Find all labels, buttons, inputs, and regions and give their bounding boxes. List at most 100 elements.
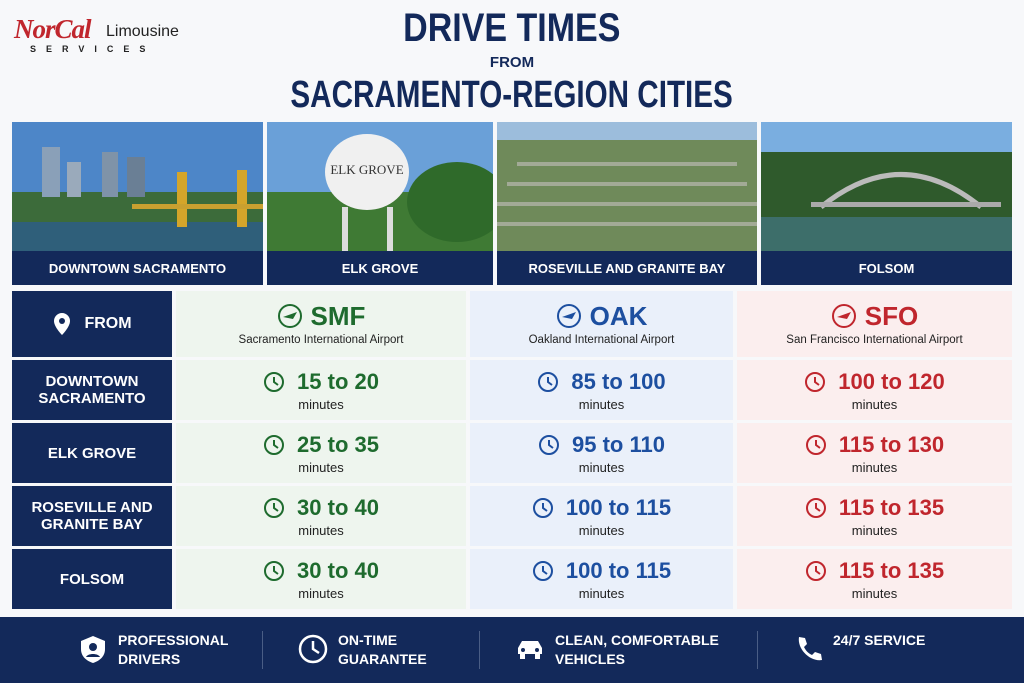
clock-icon xyxy=(805,561,826,581)
time-unit: minutes xyxy=(851,460,898,475)
time-cell: 15 to 20 minutes xyxy=(176,360,466,420)
title-line2: SACRAMENTO-REGION CITIES xyxy=(212,74,812,116)
time-row: 85 to 100 xyxy=(470,368,733,396)
time-cell: 115 to 130 minutes xyxy=(737,423,1012,483)
logo-main: NorCal xyxy=(14,14,92,44)
title-text: SACRAMENTO-REGION CITIES xyxy=(290,73,734,116)
footer-icon xyxy=(798,637,822,661)
time-cell: 30 to 40 minutes xyxy=(176,486,466,546)
airport-code: SFO xyxy=(864,300,919,331)
time-row: 115 to 135 xyxy=(737,494,1012,522)
photo xyxy=(761,122,1012,252)
logo: NorCal Limousine SERVICES xyxy=(14,14,224,58)
clock-icon xyxy=(532,561,553,581)
time-unit: minutes xyxy=(851,397,898,412)
from-header: FROM xyxy=(12,291,172,357)
footer-icon xyxy=(81,636,105,663)
city-label: ROSEVILLE AND GRANITE BAY xyxy=(12,486,172,546)
clock-icon xyxy=(264,435,285,455)
time-unit: minutes xyxy=(298,397,344,412)
airport-header: OAK Oakland International Airport xyxy=(470,291,733,357)
time-unit: minutes xyxy=(578,460,625,475)
airport-code-row: SFO xyxy=(737,301,1012,331)
airport-header: SMF Sacramento International Airport xyxy=(176,291,466,357)
clock-icon xyxy=(805,435,826,455)
from-label: FROM xyxy=(84,315,132,332)
title-line1: DRIVE TIMES xyxy=(262,6,762,50)
photo-label: ROSEVILLE AND GRANITE BAY xyxy=(497,251,757,285)
time-row: 100 to 115 xyxy=(470,494,733,522)
photo-panel: ROSEVILLE AND GRANITE BAY xyxy=(497,122,757,285)
time-row: 15 to 20 xyxy=(176,368,466,396)
time-row: 30 to 40 xyxy=(176,557,466,585)
time-range: 30 to 40 xyxy=(297,495,379,520)
clock-icon xyxy=(264,498,285,518)
time-range: 15 to 20 xyxy=(297,369,379,394)
photo-label: FOLSOM xyxy=(761,251,1012,285)
time-row: 115 to 130 xyxy=(737,431,1012,459)
time-range: 100 to 120 xyxy=(838,369,945,394)
city-label: FOLSOM xyxy=(12,549,172,609)
photo-label: DOWNTOWN SACRAMENTO xyxy=(12,251,263,285)
plane-icon xyxy=(556,304,581,328)
time-cell: 25 to 35 minutes xyxy=(176,423,466,483)
footer-text: CLEAN, COMFORTABLE VEHICLES xyxy=(555,632,719,667)
time-row: 95 to 110 xyxy=(470,431,733,459)
time-unit: minutes xyxy=(578,397,625,412)
pin-icon xyxy=(54,313,71,335)
title-text: DRIVE TIMES xyxy=(403,5,621,50)
time-unit: minutes xyxy=(298,586,344,601)
airport-code: SMF xyxy=(310,300,366,331)
clock-icon xyxy=(539,435,560,455)
time-cell: 95 to 110 minutes xyxy=(470,423,733,483)
time-cell: 100 to 115 minutes xyxy=(470,549,733,609)
time-range: 25 to 35 xyxy=(297,432,379,457)
time-unit: minutes xyxy=(298,460,344,475)
time-unit: minutes xyxy=(851,523,898,538)
time-range: 115 to 135 xyxy=(838,558,945,583)
plane-icon xyxy=(277,304,302,328)
photo-panel: DOWNTOWN SACRAMENTO xyxy=(12,122,263,285)
time-range: 95 to 110 xyxy=(572,432,665,457)
time-range: 115 to 135 xyxy=(838,495,945,520)
footer-text: PROFESSIONAL DRIVERS xyxy=(118,632,229,667)
footer-icon xyxy=(298,634,328,664)
airport-code: OAK xyxy=(589,300,648,331)
clock-icon xyxy=(805,498,826,518)
time-row: 30 to 40 xyxy=(176,494,466,522)
logo-tag: SERVICES xyxy=(30,44,156,54)
clock-icon xyxy=(532,498,553,518)
photo-label: ELK GROVE xyxy=(267,251,493,285)
time-unit: minutes xyxy=(578,523,625,538)
airport-code-row: SMF xyxy=(176,301,466,331)
plane-icon xyxy=(831,304,856,328)
time-cell: 30 to 40 minutes xyxy=(176,549,466,609)
footer: PROFESSIONAL DRIVERS ON-TIME GUARANTEE CLE… xyxy=(0,617,1024,683)
time-row: 115 to 135 xyxy=(737,557,1012,585)
footer-text: 24/7 SERVICE xyxy=(833,632,926,648)
time-range: 100 to 115 xyxy=(565,558,672,583)
city-label: DOWNTOWN SACRAMENTO xyxy=(12,360,172,420)
photo xyxy=(497,122,757,252)
footer-divider xyxy=(262,631,263,669)
clock-icon xyxy=(538,372,559,392)
airport-header: SFO San Francisco International Airport xyxy=(737,291,1012,357)
svg-text:ELK GROVE: ELK GROVE xyxy=(330,162,403,177)
time-cell: 115 to 135 minutes xyxy=(737,549,1012,609)
time-cell: 100 to 115 minutes xyxy=(470,486,733,546)
time-unit: minutes xyxy=(298,523,344,538)
airport-name: Oakland International Airport xyxy=(528,334,675,346)
logo-sub: Limousine xyxy=(106,23,179,40)
photo-panel: FOLSOM xyxy=(761,122,1012,285)
clock-icon xyxy=(264,561,285,581)
time-row: 25 to 35 xyxy=(176,431,466,459)
time-row: 100 to 115 xyxy=(470,557,733,585)
time-range: 100 to 115 xyxy=(565,495,672,520)
title-from: FROM xyxy=(489,53,535,71)
airport-code-row: OAK xyxy=(470,301,733,331)
time-cell: 100 to 120 minutes xyxy=(737,360,1012,420)
time-cell: 85 to 100 minutes xyxy=(470,360,733,420)
footer-icon xyxy=(518,641,542,659)
time-range: 30 to 40 xyxy=(297,558,379,583)
